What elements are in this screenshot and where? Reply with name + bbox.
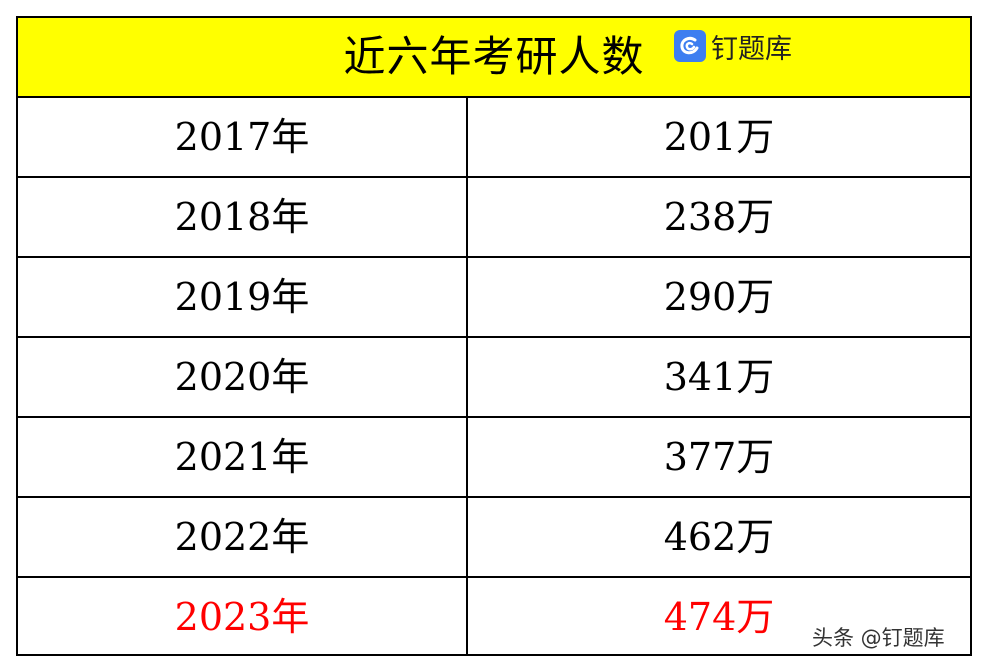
data-table: 近六年考研人数 钉题库 2017年 201万 2018年 238万 2019年 290万 2… (16, 16, 972, 656)
table-row: 2019年 290万 (18, 256, 970, 336)
table-header: 近六年考研人数 钉题库 (18, 18, 970, 98)
year-cell: 2021年 (18, 418, 468, 496)
table-row: 2022年 462万 (18, 496, 970, 576)
brand-logo: 钉题库 (674, 28, 792, 65)
logo-text: 钉题库 (711, 33, 792, 65)
year-cell: 2022年 (18, 498, 468, 576)
year-cell: 2019年 (18, 258, 468, 336)
watermark: 头条 @钉题库 (812, 626, 945, 650)
table-row: 2020年 341万 (18, 336, 970, 416)
count-cell: 290万 (663, 275, 775, 319)
table-title: 近六年考研人数 (343, 32, 645, 81)
table-row: 2018年 238万 (18, 176, 970, 256)
dingtiku-logo-icon (674, 30, 706, 62)
year-cell: 2018年 (18, 178, 468, 256)
year-cell: 2017年 (18, 98, 468, 176)
count-cell: 474万 (663, 595, 775, 639)
count-cell: 377万 (663, 435, 775, 479)
count-cell: 341万 (663, 355, 775, 399)
count-cell: 462万 (663, 515, 775, 559)
table-row: 2023年 474万 (18, 576, 970, 656)
count-cell: 201万 (663, 115, 775, 159)
count-cell: 238万 (663, 195, 775, 239)
year-cell: 2023年 (18, 578, 468, 656)
table-row: 2017年 201万 (18, 96, 970, 176)
year-cell: 2020年 (18, 338, 468, 416)
table-row: 2021年 377万 (18, 416, 970, 496)
